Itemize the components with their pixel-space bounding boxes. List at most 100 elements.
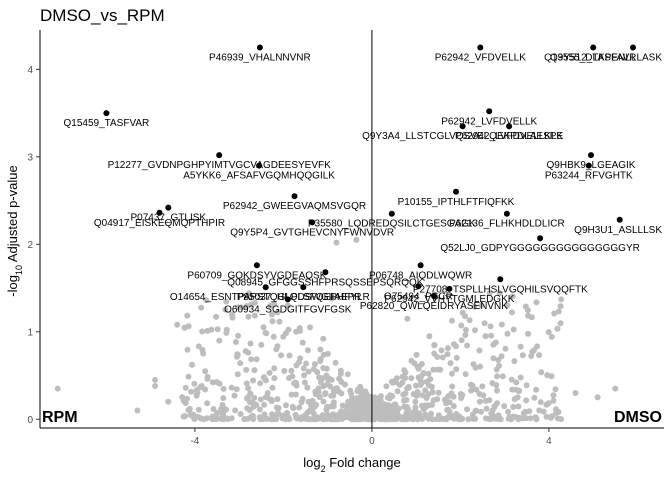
data-point <box>198 304 205 311</box>
data-point <box>477 398 483 405</box>
data-point <box>428 410 434 417</box>
data-point <box>439 354 446 361</box>
point-label: P62942_GWEEGVAQMSVGQR <box>223 201 366 212</box>
point-labels: P46939_VHALNNVNR P62942_VFDVELLK Q9Y512_TA… <box>64 53 663 316</box>
data-point <box>269 384 276 391</box>
data-point <box>377 393 384 400</box>
data-point <box>532 414 539 421</box>
data-point <box>228 384 235 391</box>
data-point <box>222 306 229 313</box>
data-point <box>280 333 287 340</box>
data-point <box>328 392 335 399</box>
data-point <box>531 394 538 401</box>
data-point <box>557 320 564 327</box>
data-point <box>198 383 205 389</box>
data-point <box>204 327 211 334</box>
data-point <box>548 333 555 340</box>
data-point <box>332 359 339 366</box>
data-point <box>271 365 278 372</box>
data-point <box>470 361 477 368</box>
data-point <box>428 401 435 408</box>
data-point <box>284 302 291 309</box>
data-point <box>54 385 61 392</box>
data-point <box>270 416 276 423</box>
data-point <box>425 370 432 377</box>
data-point <box>267 302 274 309</box>
data-point <box>519 352 526 359</box>
data-point <box>270 333 277 340</box>
data-point <box>305 347 311 354</box>
data-point <box>283 402 289 409</box>
data-point <box>232 407 239 414</box>
data-point <box>216 337 223 344</box>
data-point <box>428 383 435 390</box>
point-label: P62136_FLHKHDLDLICR <box>449 219 565 230</box>
data-point <box>413 382 419 389</box>
data-point <box>241 416 248 423</box>
data-point <box>418 379 425 386</box>
data-point <box>213 313 220 320</box>
data-point <box>494 387 500 394</box>
data-point <box>248 413 255 420</box>
data-point <box>408 375 415 382</box>
data-point <box>408 357 415 364</box>
data-point <box>550 392 557 399</box>
y-axis-ticks: 0 1 2 3 4 <box>27 65 40 426</box>
data-point <box>281 368 288 374</box>
data-point <box>190 414 197 421</box>
highlighted-point <box>309 219 316 226</box>
highlighted-point <box>453 188 459 195</box>
data-point <box>300 365 307 372</box>
data-point <box>572 390 579 396</box>
data-point <box>152 383 159 389</box>
highlighted-point <box>477 44 484 51</box>
data-point <box>554 325 561 332</box>
data-point <box>203 415 210 422</box>
data-point <box>479 383 486 390</box>
data-point <box>248 356 255 363</box>
data-point <box>244 395 250 402</box>
data-point <box>443 416 450 423</box>
data-point <box>353 236 360 243</box>
data-point <box>505 408 512 415</box>
data-point <box>312 388 319 395</box>
corner-label-left: RPM <box>42 409 78 426</box>
data-point <box>527 415 534 422</box>
highlighted-point <box>430 292 437 299</box>
data-point <box>414 389 421 395</box>
data-point <box>520 410 527 417</box>
highlighted-point <box>165 204 172 211</box>
highlighted-point <box>216 152 223 159</box>
data-point <box>305 398 312 405</box>
data-point <box>437 366 444 373</box>
data-point <box>232 339 239 345</box>
data-point <box>191 380 198 387</box>
data-point <box>544 372 551 379</box>
data-point <box>538 369 545 376</box>
data-point <box>420 370 427 376</box>
data-point <box>209 379 216 386</box>
data-point <box>498 321 505 328</box>
highlighted-point <box>630 44 636 51</box>
point-label: P46939_VHALNNVNR <box>209 53 311 64</box>
data-point <box>247 340 254 347</box>
data-point <box>476 347 483 354</box>
data-point <box>445 393 452 400</box>
highlighted-point <box>446 285 453 292</box>
data-point <box>304 409 311 416</box>
data-point <box>314 369 321 376</box>
data-point <box>458 337 465 344</box>
data-point <box>551 310 558 317</box>
data-point <box>516 414 523 421</box>
data-point <box>334 385 341 392</box>
data-point <box>464 406 470 413</box>
data-point <box>251 367 258 374</box>
data-point <box>558 416 565 423</box>
data-point <box>449 383 456 390</box>
data-point <box>401 397 407 404</box>
data-point <box>336 375 343 382</box>
data-point <box>550 397 557 404</box>
data-point <box>472 327 478 334</box>
data-point <box>204 400 211 407</box>
highlighted-point <box>415 283 422 290</box>
